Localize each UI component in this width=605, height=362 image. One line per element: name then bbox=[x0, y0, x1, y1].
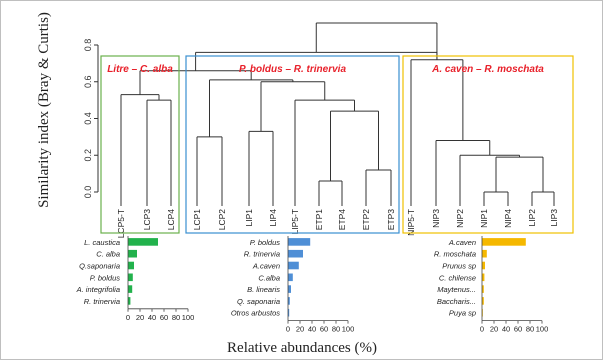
leaf-label: LIP3 bbox=[549, 209, 559, 227]
bar-x-tick-label: 80 bbox=[172, 313, 180, 322]
bar bbox=[288, 297, 290, 305]
group-box bbox=[100, 55, 180, 234]
leaf-label: LCP4 bbox=[166, 209, 176, 231]
bar-category-label: C.alba bbox=[258, 273, 280, 282]
bar-x-tick-label: 40 bbox=[148, 313, 156, 322]
bar-x-tick-label: 100 bbox=[342, 325, 355, 334]
y-axis-label: Similarity index (Bray & Curtis) bbox=[36, 12, 52, 208]
bar-x-tick-label: 60 bbox=[514, 325, 522, 334]
leaf-label: LCP2 bbox=[217, 209, 227, 231]
bar bbox=[288, 308, 290, 317]
group-label: Litre – C. alba bbox=[107, 64, 173, 75]
bar-x-tick-label: 20 bbox=[296, 325, 304, 334]
bar-x-tick-label: 60 bbox=[160, 313, 168, 322]
bar-category-label: R. trinervia bbox=[84, 297, 120, 306]
bar bbox=[288, 261, 299, 270]
bar-category-label: Otros arbustos bbox=[231, 309, 280, 318]
bar bbox=[288, 249, 303, 258]
bar-category-label: C. alba bbox=[96, 250, 120, 259]
bar bbox=[482, 249, 487, 258]
group-box bbox=[185, 55, 400, 234]
bar bbox=[288, 273, 293, 282]
bar-category-label: P. boldus bbox=[250, 238, 281, 247]
leaf-label: LCP5-T bbox=[116, 209, 126, 238]
bar-x-tick-label: 0 bbox=[480, 325, 484, 334]
bar bbox=[128, 285, 133, 293]
bar bbox=[482, 297, 484, 305]
leaf-label: LIP5-T bbox=[290, 209, 300, 235]
bar-category-label: Maytenus... bbox=[437, 285, 476, 294]
bar-category-label: A.caven bbox=[448, 238, 476, 247]
leaf-label: NIP3 bbox=[431, 209, 441, 228]
bar-category-label: A. integrifolia bbox=[76, 285, 120, 294]
bar-x-tick-label: 20 bbox=[136, 313, 144, 322]
bar-category-label: R. moschata bbox=[434, 250, 476, 259]
y-tick-label: 0.0 bbox=[83, 186, 93, 199]
bar-category-label: L. caustica bbox=[84, 238, 120, 247]
bar-category-label: Puya sp bbox=[449, 309, 476, 318]
bar-x-tick-label: 40 bbox=[502, 325, 510, 334]
x-axis-label: Relative abundances (%) bbox=[227, 340, 377, 356]
leaf-label: NIP5-T bbox=[406, 209, 416, 236]
leaf-label: ETP4 bbox=[337, 209, 347, 231]
bar-x-tick-label: 20 bbox=[490, 325, 498, 334]
bar-x-tick-label: 0 bbox=[126, 313, 130, 322]
leaf-label: LIP1 bbox=[244, 209, 254, 227]
y-tick-label: 0.8 bbox=[83, 39, 93, 52]
bar-x-tick-label: 60 bbox=[320, 325, 328, 334]
bar-category-label: R. trinervia bbox=[244, 250, 280, 259]
bar-category-label: P. boldus bbox=[90, 273, 121, 282]
bar bbox=[482, 285, 484, 293]
bar bbox=[288, 285, 291, 293]
leaf-label: LCP1 bbox=[192, 209, 202, 231]
group-label: P. boldus – R. trinervia bbox=[239, 64, 347, 75]
y-tick-label: 0.6 bbox=[83, 75, 93, 88]
y-tick-label: 0.4 bbox=[83, 112, 93, 125]
leaf-label: LCP3 bbox=[142, 209, 152, 231]
leaf-label: NIP2 bbox=[455, 209, 465, 228]
bar-category-label: Prunus sp bbox=[442, 262, 476, 271]
bar-x-tick-label: 80 bbox=[332, 325, 340, 334]
bar bbox=[482, 238, 526, 246]
bar-category-label: Q. saponaria bbox=[237, 297, 280, 306]
bar-category-label: C. chilense bbox=[439, 273, 476, 282]
bar bbox=[128, 238, 158, 246]
dendrogram: 0.0 0.2 0.4 0.6 0.8 LCP5-T LCP3 LCP4 LCP1 LCP2 LIP… bbox=[83, 22, 574, 238]
leaf-label: ETP3 bbox=[386, 209, 396, 231]
bar-x-tick-label: 0 bbox=[286, 325, 290, 334]
bar-x-tick-label: 100 bbox=[536, 325, 549, 334]
bar-category-label: B. linearis bbox=[247, 285, 280, 294]
bar bbox=[128, 261, 134, 270]
group-label: A. caven – R. moschata bbox=[431, 64, 544, 75]
bar-category-label: A.caven bbox=[252, 262, 280, 271]
leaf-label: NIP4 bbox=[503, 209, 513, 228]
y-tick-label: 0.2 bbox=[83, 149, 93, 162]
bar bbox=[482, 261, 485, 270]
bar-x-tick-label: 40 bbox=[308, 325, 316, 334]
leaf-label: LIP4 bbox=[268, 209, 278, 227]
bar-x-tick-label: 80 bbox=[526, 325, 534, 334]
bar bbox=[288, 238, 311, 246]
bar bbox=[128, 297, 131, 305]
group-box bbox=[402, 55, 574, 234]
bar-x-tick-label: 100 bbox=[182, 313, 195, 322]
leaf-label: ETP1 bbox=[314, 209, 324, 231]
leaf-label: LIP2 bbox=[527, 209, 537, 227]
leaf-label: ETP2 bbox=[361, 209, 371, 231]
bar bbox=[128, 273, 133, 282]
bar-panels: L. caustica C. alba Q.saponaria P. boldus A.… bbox=[76, 236, 549, 334]
leaf-label: NIP1 bbox=[479, 209, 489, 228]
bar-category-label: Q.saponaria bbox=[79, 262, 120, 271]
bar bbox=[128, 249, 137, 258]
bar-category-label: Baccharis... bbox=[437, 297, 476, 306]
bar bbox=[482, 273, 485, 282]
